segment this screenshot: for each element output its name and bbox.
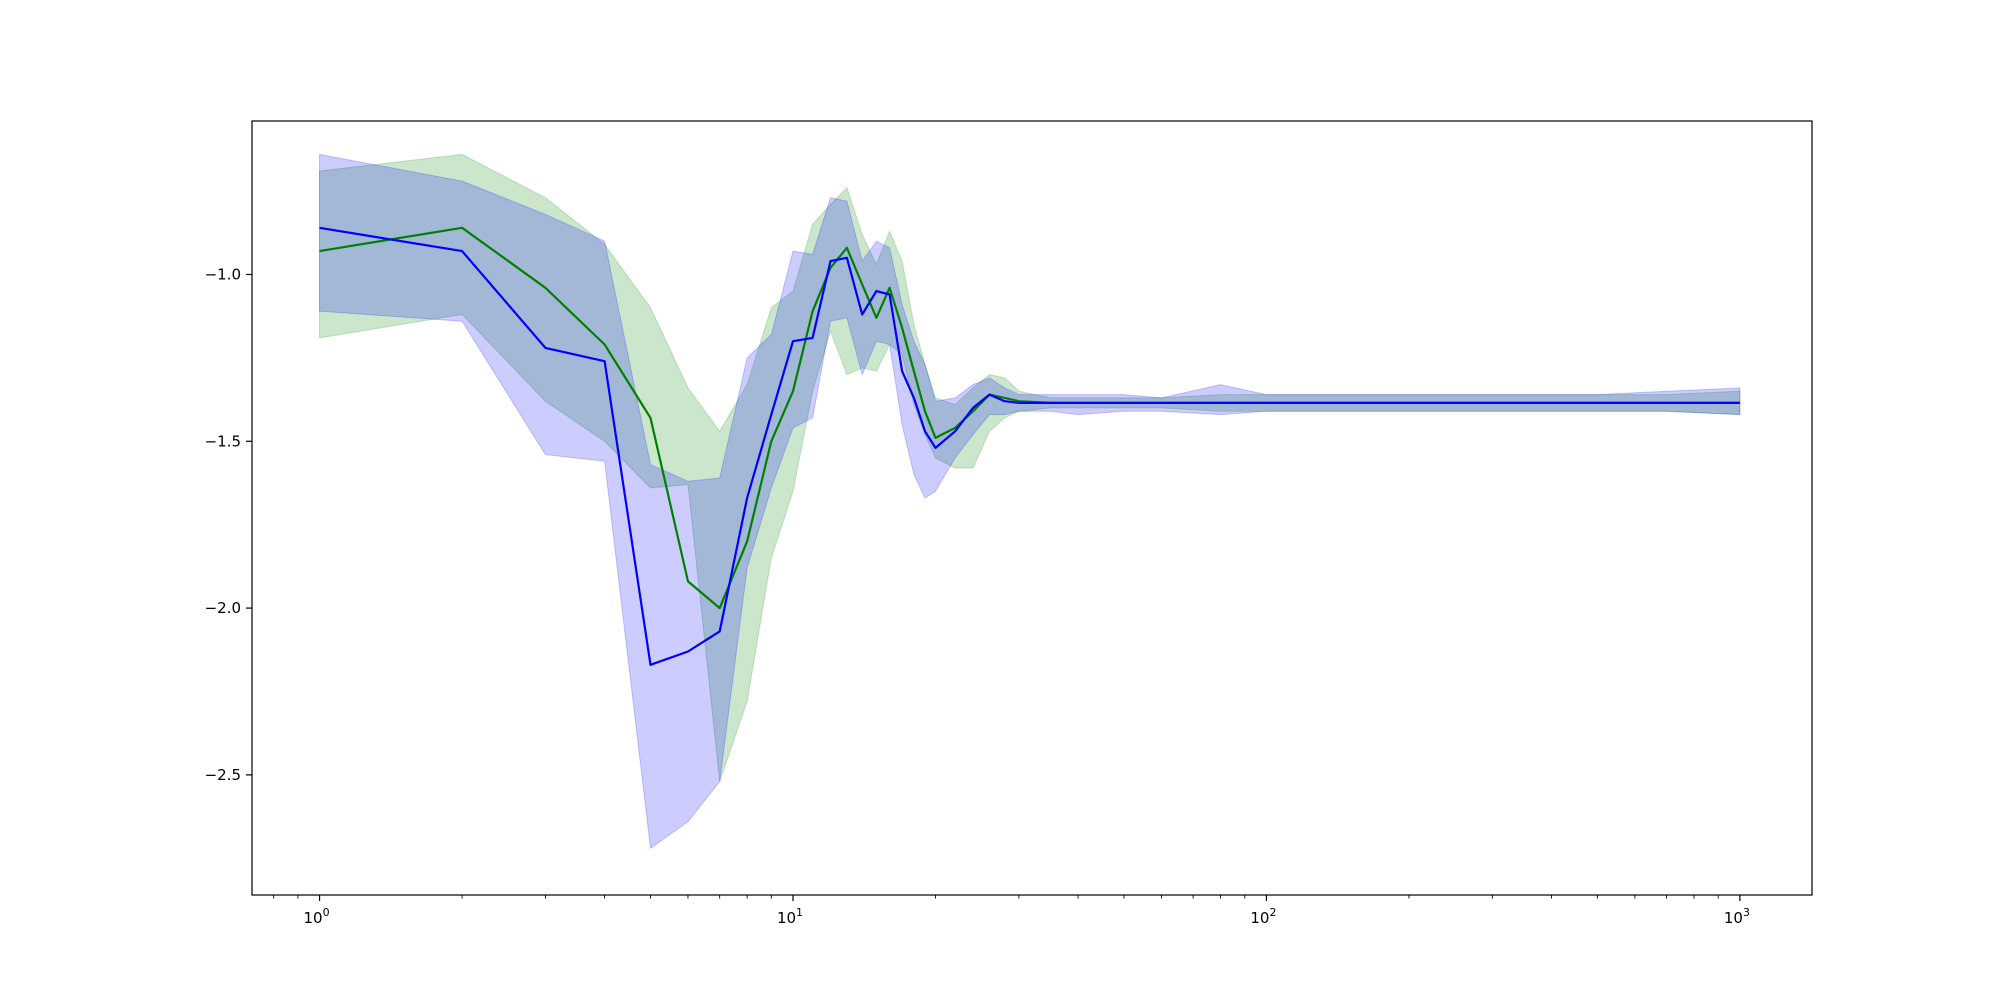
x-tick-label-3: 102 <box>1250 906 1276 927</box>
x-tick-label-4: 103 <box>1724 906 1750 927</box>
y-tick-label-2: −1.5 <box>205 432 241 450</box>
confidence-bands <box>319 153 1741 850</box>
y-tick-label-1: −1.0 <box>205 265 241 283</box>
series-2-band <box>319 153 1741 850</box>
plot-frame <box>251 120 1813 896</box>
series-lines <box>319 226 1740 666</box>
x-axis: 100 101 102 103 <box>273 895 1750 927</box>
y-axis: −1.0 −1.5 −2.0 −2.5 <box>205 265 252 784</box>
x-tick-label-1: 100 <box>303 906 329 927</box>
series-2-line <box>319 226 1740 666</box>
x-tick-label-2: 101 <box>777 906 803 927</box>
y-tick-label-4: −2.5 <box>205 766 241 784</box>
series-1-band <box>319 153 1741 782</box>
y-tick-label-3: −2.0 <box>205 599 241 617</box>
